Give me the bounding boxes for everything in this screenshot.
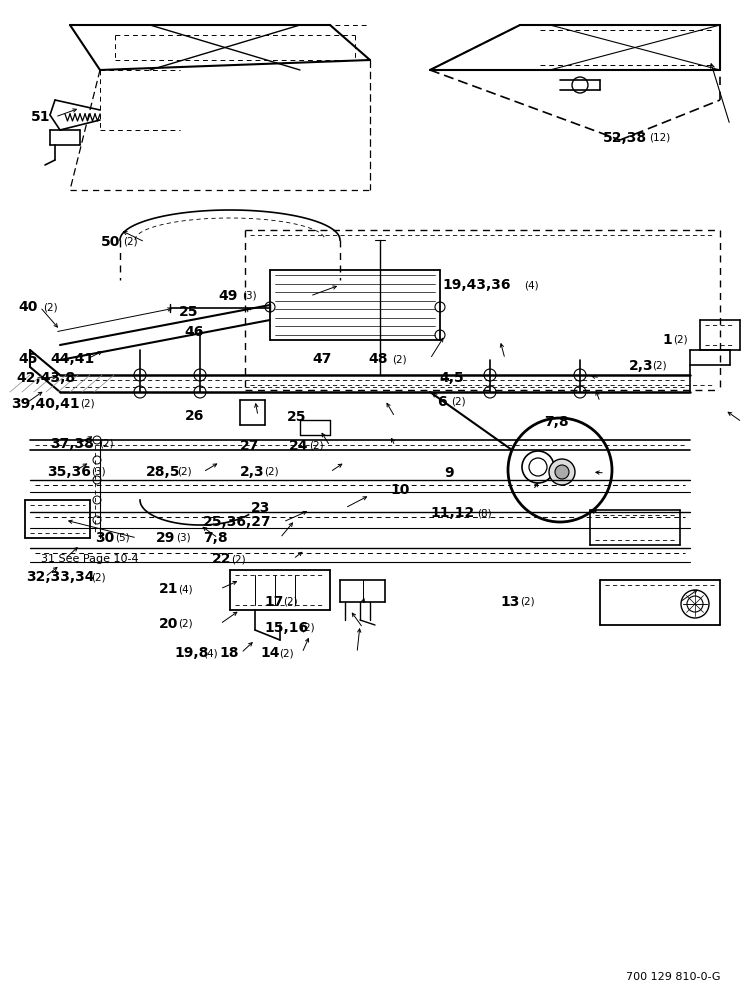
Text: 17: 17: [264, 595, 283, 609]
Text: 26: 26: [185, 409, 204, 423]
Text: (2): (2): [99, 439, 114, 449]
Text: 28,5: 28,5: [146, 465, 180, 479]
Text: 7,8: 7,8: [545, 415, 569, 429]
Text: 10: 10: [391, 483, 410, 497]
Text: (2): (2): [301, 623, 315, 633]
Text: (2): (2): [673, 335, 688, 345]
Text: (2): (2): [179, 619, 193, 629]
Text: (2): (2): [392, 354, 407, 364]
Text: (12): (12): [649, 133, 670, 143]
Text: 25,36,27: 25,36,27: [203, 515, 272, 529]
Circle shape: [555, 465, 569, 479]
Text: (2): (2): [264, 467, 279, 477]
Text: 1: 1: [662, 333, 672, 347]
Text: 45: 45: [19, 352, 38, 366]
Circle shape: [549, 459, 575, 485]
Text: (4): (4): [203, 648, 218, 658]
Text: 7,8: 7,8: [203, 531, 228, 545]
Text: (2): (2): [451, 397, 466, 407]
Text: 25: 25: [286, 410, 306, 424]
Text: (2): (2): [123, 237, 138, 247]
Text: 51: 51: [31, 110, 51, 124]
Text: 18: 18: [219, 646, 239, 660]
Text: (2): (2): [177, 467, 192, 477]
Text: 31 See Page 10-4: 31 See Page 10-4: [41, 554, 138, 564]
Text: (2): (2): [283, 597, 298, 607]
Text: (4): (4): [525, 280, 539, 290]
Text: 21: 21: [158, 582, 178, 596]
Text: (3): (3): [176, 533, 191, 543]
Text: (3): (3): [242, 291, 257, 301]
Text: (2): (2): [231, 554, 246, 564]
Text: 14: 14: [260, 646, 280, 660]
Text: 20: 20: [158, 617, 178, 631]
Text: 48: 48: [368, 352, 388, 366]
Text: 39,40,41: 39,40,41: [11, 397, 80, 411]
Text: 52,38: 52,38: [603, 131, 647, 145]
Text: 9: 9: [444, 466, 454, 480]
Text: 2,3: 2,3: [240, 465, 265, 479]
Text: 27: 27: [240, 439, 259, 453]
Text: 42,43,8: 42,43,8: [16, 371, 75, 385]
Text: 19,43,36: 19,43,36: [443, 278, 511, 292]
Text: 47: 47: [312, 352, 332, 366]
Text: 37,38: 37,38: [51, 437, 94, 451]
Text: 32,33,34: 32,33,34: [26, 570, 94, 584]
Text: 35,36: 35,36: [47, 465, 91, 479]
Text: 13: 13: [501, 595, 520, 609]
Text: 50: 50: [100, 235, 120, 249]
Text: (4): (4): [179, 584, 193, 594]
Text: 30: 30: [95, 531, 115, 545]
Text: 25: 25: [179, 305, 198, 319]
Text: 22: 22: [212, 552, 231, 566]
Text: (2): (2): [91, 572, 106, 582]
Text: (2): (2): [309, 441, 324, 451]
Text: 23: 23: [251, 501, 270, 515]
Text: 15,16: 15,16: [265, 621, 309, 635]
Text: (3): (3): [92, 467, 106, 477]
Text: 24: 24: [289, 439, 308, 453]
Text: (2): (2): [80, 399, 95, 409]
Text: 11,12: 11,12: [430, 506, 474, 520]
Text: 19,8: 19,8: [174, 646, 208, 660]
Text: (8): (8): [477, 508, 492, 518]
Text: 6: 6: [437, 395, 447, 409]
Text: 44,41: 44,41: [51, 352, 94, 366]
Text: (2): (2): [43, 302, 58, 312]
Text: 700 129 810-0-G: 700 129 810-0-G: [626, 972, 720, 982]
Text: (5): (5): [115, 533, 130, 543]
Text: 40: 40: [19, 300, 38, 314]
Text: (2): (2): [652, 361, 667, 371]
Text: (2): (2): [520, 597, 535, 607]
Text: (2): (2): [279, 648, 294, 658]
Text: 4,5: 4,5: [439, 371, 464, 385]
Text: 2,3: 2,3: [629, 359, 653, 373]
Text: 29: 29: [156, 531, 176, 545]
Text: 46: 46: [185, 325, 204, 339]
Text: 49: 49: [218, 289, 237, 303]
